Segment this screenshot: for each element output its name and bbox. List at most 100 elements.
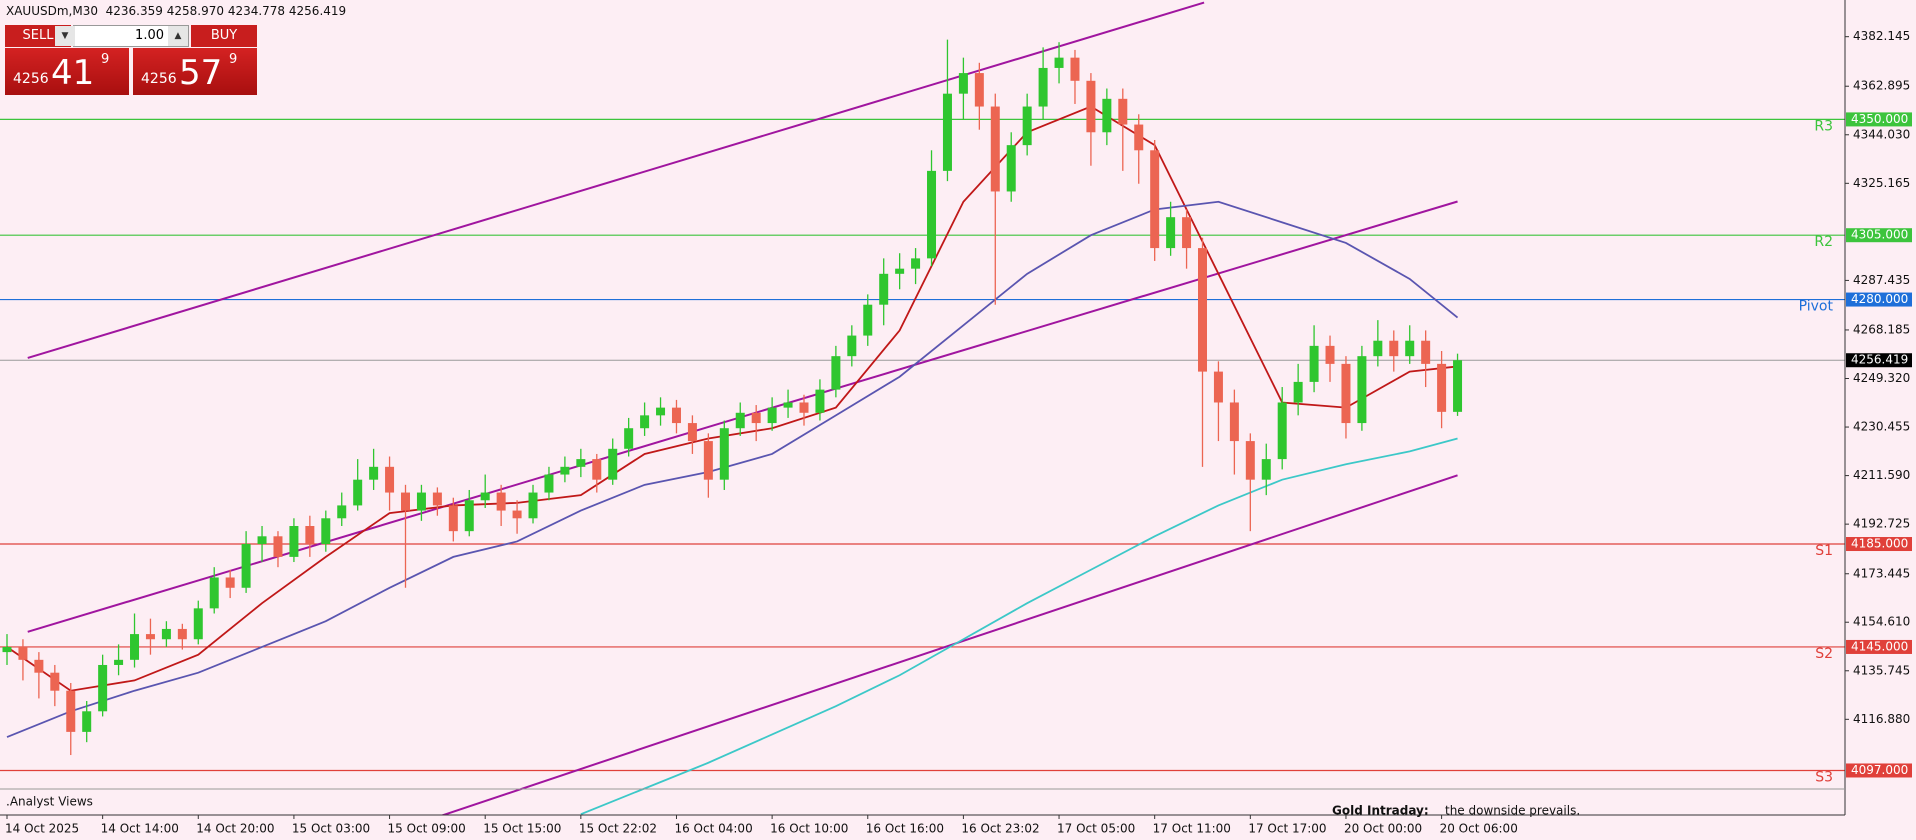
y-tick-label: 4173.445: [1853, 566, 1910, 580]
candle-body: [1054, 57, 1064, 68]
candle-body: [640, 415, 650, 429]
candle-body: [1261, 459, 1271, 480]
candle-body: [448, 505, 458, 532]
level-name: R3: [1814, 118, 1833, 134]
candle-body: [1389, 340, 1399, 357]
lot-down[interactable]: ▼: [55, 26, 75, 46]
quote: 4258.970: [166, 4, 224, 18]
candle-body: [1118, 98, 1128, 125]
x-tick-label: 20 Oct 06:00: [1440, 822, 1518, 836]
candle-body: [942, 93, 952, 171]
y-tick-label: 4192.725: [1853, 517, 1910, 531]
candle-body: [82, 711, 92, 732]
candle-body: [1293, 381, 1303, 403]
candle-body: [1166, 217, 1176, 249]
ask-price[interactable]: 4256 57 9: [133, 48, 257, 95]
candle-body: [2, 646, 12, 653]
level-price-box: [1846, 763, 1912, 778]
plot-area: [0, 1, 1845, 815]
candle-body: [401, 492, 410, 511]
candle-body: [241, 544, 251, 588]
candle-body: [114, 659, 124, 665]
y-tick-label: 4249.320: [1853, 371, 1910, 385]
candle-body: [560, 466, 570, 475]
x-tick-label: 15 Oct 15:00: [483, 822, 561, 836]
candle-body: [496, 492, 506, 511]
candle-body: [273, 536, 283, 557]
lot-up[interactable]: ▲: [168, 26, 188, 46]
x-tick-label: 15 Oct 03:00: [292, 822, 370, 836]
candle-body: [528, 492, 538, 519]
x-tick-label: 14 Oct 2025: [5, 822, 79, 836]
candle-body: [257, 536, 267, 545]
buy-button[interactable]: BUY: [191, 25, 257, 47]
candle-body: [1022, 106, 1032, 146]
candle-body: [34, 659, 44, 673]
candle-body: [385, 466, 395, 493]
moving-average: [6, 105, 1458, 692]
candle-body: [1245, 441, 1255, 480]
candle-body: [1325, 345, 1335, 364]
candle-body: [783, 402, 793, 408]
candle-body: [305, 526, 315, 545]
y-tick-label: 4382.145: [1853, 29, 1910, 43]
x-tick-label: 17 Oct 05:00: [1057, 822, 1135, 836]
candle-body: [1309, 345, 1319, 382]
x-tick-label: 14 Oct 20:00: [196, 822, 274, 836]
level-name: Pivot: [1799, 299, 1834, 315]
y-tick-label: 4230.455: [1853, 420, 1910, 434]
candle-body: [1277, 402, 1287, 460]
x-tick-label: 17 Oct 17:00: [1248, 822, 1326, 836]
level-name: R2: [1814, 234, 1833, 250]
candle-body: [608, 448, 618, 480]
candle-body: [464, 500, 474, 532]
quote: 4236.359: [105, 4, 163, 18]
y-tick-label: 4116.880: [1853, 712, 1910, 726]
candle-body: [1453, 360, 1463, 412]
x-tick-label: 16 Oct 04:00: [674, 822, 752, 836]
candle-body: [703, 441, 713, 480]
candle-body: [1341, 363, 1351, 424]
trendline: [27, 1, 1205, 359]
candle-body: [369, 466, 379, 480]
candle-body: [1070, 57, 1080, 81]
candle-body: [592, 459, 602, 480]
x-tick-label: 16 Oct 10:00: [770, 822, 848, 836]
candle-body: [1086, 80, 1096, 133]
footer-text: the downside prevails.: [1445, 804, 1580, 818]
bid-small: 9: [101, 52, 110, 67]
candle-body: [337, 505, 347, 519]
trendline: [440, 474, 1458, 815]
candle-body: [831, 356, 841, 390]
candle-body: [209, 577, 219, 609]
x-tick-label: 16 Oct 23:02: [961, 822, 1039, 836]
ask-big: 4256: [141, 71, 177, 87]
y-tick-label: 4211.590: [1853, 468, 1910, 482]
candle-body: [1405, 340, 1415, 357]
symbol: XAUUSDm,M30: [6, 4, 98, 18]
candle-body: [18, 646, 28, 660]
bid-price[interactable]: 4256 41 9: [5, 48, 129, 95]
candle-body: [1373, 340, 1383, 357]
candle-body: [289, 526, 299, 557]
level-price: 4097.000: [1851, 763, 1908, 777]
sell-button[interactable]: SELL: [5, 25, 71, 47]
level-price: 4145.000: [1851, 639, 1908, 653]
candle-body: [895, 268, 905, 274]
candle-body: [687, 423, 697, 442]
candle-body: [719, 428, 729, 480]
candle-body: [177, 628, 187, 640]
candle-body: [1038, 67, 1048, 107]
moving-average: [6, 200, 1459, 738]
level-price-box: [1846, 292, 1912, 307]
candle-body: [353, 479, 363, 506]
candle-body: [1421, 340, 1431, 364]
level-price-box: [1846, 228, 1912, 243]
headline: Gold Intraday:: [1332, 804, 1429, 818]
y-tick-label: 4135.745: [1853, 663, 1910, 677]
candle-body: [815, 389, 825, 413]
candle-body: [416, 492, 426, 511]
lot-input[interactable]: 1.00: [73, 25, 189, 47]
candle-body: [1006, 145, 1016, 192]
level-price-box: [1846, 639, 1912, 654]
